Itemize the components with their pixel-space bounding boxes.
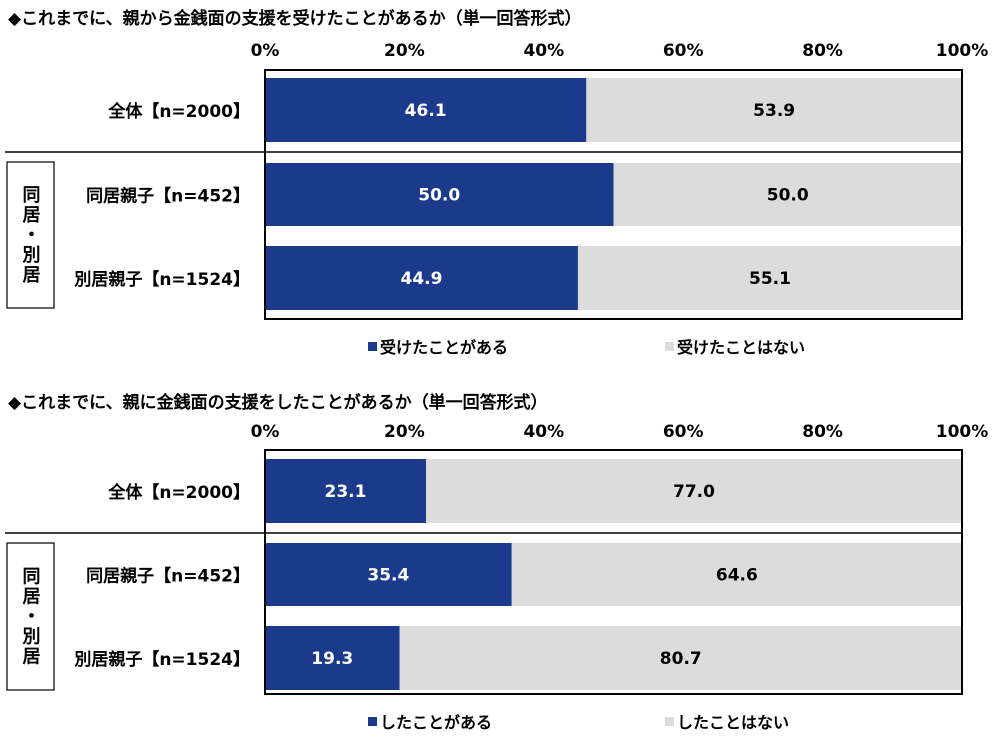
chart-title: ◆これまでに、親から金銭面の支援を受けたことがあるか（単一回答形式） [8,8,582,29]
data-label: 35.4 [367,566,409,586]
group-label: 同居・別居 [20,185,41,285]
data-label: 50.0 [767,186,809,206]
group-label-box [6,161,55,309]
bar-segment-yes [265,626,400,690]
bar-segment-no [586,78,962,142]
data-label: 50.0 [418,186,460,206]
legend-label: したことはない [677,713,789,732]
bar-segment-yes [265,543,512,606]
data-label: 55.1 [749,269,791,289]
bar-segment-no [399,626,962,690]
legend-label: 受けたことがある [380,338,508,357]
legend-label: 受けたことはない [677,338,805,357]
x-tick-label: 60% [663,41,704,61]
x-tick-label: 20% [384,422,425,442]
data-label: 19.3 [311,649,353,669]
category-label: 全体【n=2000】 [107,101,250,122]
bar-segment-no [613,163,962,226]
category-label: 別居親子【n=1524】 [73,649,250,670]
group-label: 同居・別居 [20,566,41,666]
x-tick-label: 40% [523,41,564,61]
data-label: 80.7 [660,649,702,669]
data-label: 46.1 [405,101,447,121]
data-label: 77.0 [673,482,715,502]
category-label: 別居親子【n=1524】 [73,269,250,290]
data-label: 23.1 [325,482,367,502]
bar-segment-yes [265,246,578,310]
x-tick-label: 100% [936,41,989,61]
bar-segment-yes [265,78,587,142]
x-tick-label: 60% [663,422,704,442]
category-label: 同居親子【n=452】 [86,186,250,207]
legend-swatch [368,717,377,726]
x-tick-label: 20% [384,41,425,61]
bar-segment-yes [265,459,427,523]
plot-frame [264,69,963,320]
x-tick-label: 80% [802,41,843,61]
legend-label: したことがある [380,713,492,732]
plot-frame [264,449,963,695]
x-tick-label: 0% [251,41,280,61]
x-tick-label: 80% [802,422,843,442]
x-tick-label: 0% [251,422,280,442]
legend-swatch [665,342,674,351]
chart-title: ◆これまでに、親に金銭面の支援をしたことがあるか（単一回答形式） [8,392,548,413]
data-label: 53.9 [753,101,795,121]
x-tick-label: 100% [936,422,989,442]
bar-segment-no [426,459,963,523]
x-tick-label: 40% [523,422,564,442]
data-label: 44.9 [400,269,442,289]
category-label: 全体【n=2000】 [107,482,250,503]
legend-swatch [368,342,377,351]
bar-segment-no [577,246,962,310]
category-label: 同居親子【n=452】 [86,566,250,587]
legend-swatch [665,717,674,726]
data-label: 64.6 [716,566,758,586]
bar-segment-no [511,543,962,606]
bar-segment-yes [265,163,614,226]
group-label-box [6,542,55,691]
